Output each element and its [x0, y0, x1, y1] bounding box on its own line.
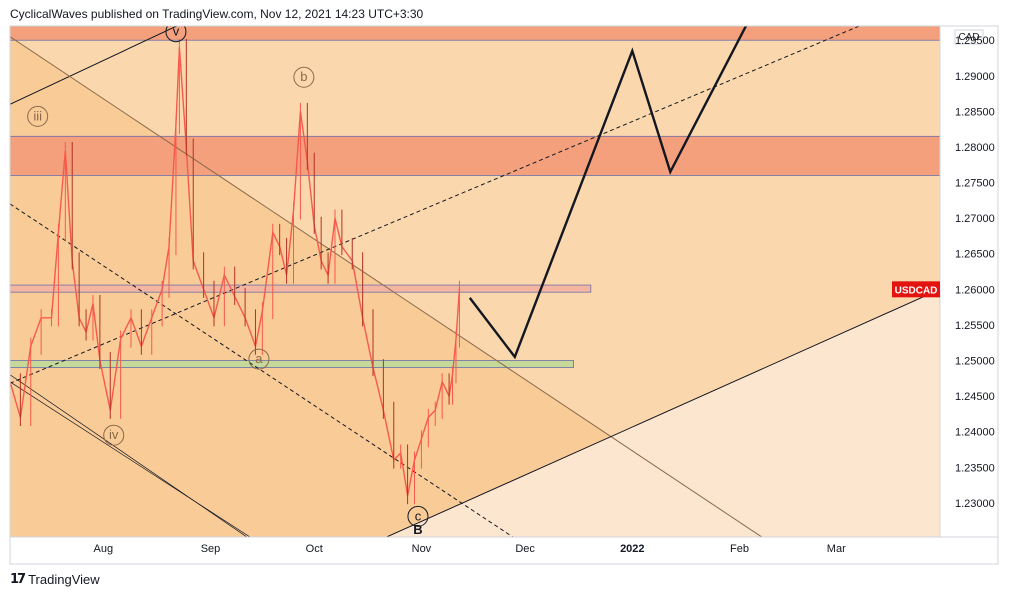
currency-label: CAD [958, 32, 979, 43]
zone-support-green [10, 360, 574, 369]
last-price-badge [892, 281, 940, 298]
publish-header: CyclicalWaves published on TradingView.c… [10, 7, 424, 21]
x-tick-label: Feb [730, 543, 749, 555]
wave-label-iii: iii [33, 108, 42, 123]
wave-label-circle-b [293, 66, 315, 88]
wave-label-circle-v [165, 26, 187, 43]
wave-label-B: B [413, 522, 422, 537]
y-tick-label: 1.24000 [955, 427, 995, 439]
y-tick-label: 1.25000 [955, 355, 995, 367]
y-tick-label: 1.23500 [955, 462, 995, 474]
y-tick-label: 1.25500 [955, 320, 995, 332]
x-tick-label: Oct [306, 543, 323, 555]
y-tick-label: 1.28500 [955, 106, 995, 118]
trendline-falling-channel-upper [10, 36, 763, 537]
wave-label-circle-iv [103, 424, 125, 446]
trendline-rising-support [385, 288, 940, 537]
x-tick-label: Mar [827, 543, 846, 555]
wave-label-v: v [173, 24, 180, 39]
trendline-falling-channel-lower-a [10, 374, 248, 537]
y-tick-label: 1.24500 [955, 391, 995, 403]
tradingview-logo-icon: 17 [10, 572, 26, 587]
x-tick-label: Nov [412, 543, 432, 555]
y-tick-label: 1.28000 [955, 142, 995, 154]
trendline-falling-channel-lower-b [10, 381, 251, 537]
last-price-label: USDCAD [895, 285, 938, 296]
x-tick-label: Aug [94, 543, 114, 555]
x-tick-label: Dec [515, 543, 535, 555]
wave-label-iv: iv [109, 427, 119, 442]
currency-box [954, 29, 984, 45]
tradingview-brand: TradingView [28, 572, 100, 587]
y-tick-label: 1.26000 [955, 284, 995, 296]
trendline-upper-channel [10, 26, 178, 105]
y-tick-label: 1.29000 [955, 71, 995, 83]
chart-frame [9, 25, 999, 565]
tradingview-footer[interactable]: 17 TradingView [10, 572, 100, 587]
wave-label-circle-c [407, 505, 429, 527]
y-tick-label: 1.27000 [955, 213, 995, 225]
zone-current-resistance [10, 284, 592, 293]
wave-label-circle-iii [27, 105, 49, 127]
plot-area: v b iii a iv cB [10, 24, 940, 537]
y-tick-label: 1.27500 [955, 178, 995, 190]
wave-label-circle-a [248, 348, 270, 370]
wave-label-a: a [255, 351, 263, 366]
zone-resistance-top [10, 26, 940, 41]
x-tick-label: Sep [201, 543, 221, 555]
y-tick-label: 1.29500 [955, 35, 995, 47]
zone-resistance-mid [10, 135, 940, 176]
x-tick-label: 2022 [620, 543, 644, 555]
trendline-dashed-midline-down [10, 203, 514, 537]
y-tick-label: 1.26500 [955, 249, 995, 261]
y-tick-label: 1.23000 [955, 498, 995, 510]
wave-label-b: b [300, 69, 307, 84]
wave-label-c: c [415, 508, 422, 523]
projection-path [468, 26, 748, 360]
